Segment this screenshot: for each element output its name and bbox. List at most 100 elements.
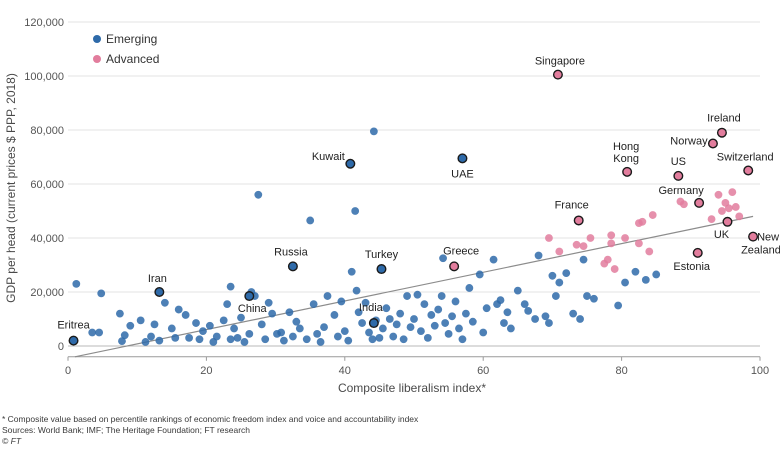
data-point	[375, 334, 384, 342]
y-tick-label: 120,000	[24, 17, 64, 29]
labeled-point-marker	[345, 158, 356, 169]
data-point	[524, 307, 533, 315]
point-label: Iran	[148, 273, 167, 285]
data-point	[437, 292, 446, 300]
data-point	[167, 324, 176, 333]
data-point	[441, 319, 450, 327]
data-point	[718, 207, 726, 215]
point-label: US	[671, 156, 686, 168]
data-point	[212, 332, 221, 341]
data-point	[638, 217, 647, 226]
legend: Emerging Advanced	[93, 32, 159, 66]
data-point	[576, 315, 584, 323]
gridlines	[68, 21, 760, 347]
point-label: Eritrea	[57, 320, 90, 332]
data-point	[347, 267, 356, 276]
data-point	[181, 311, 190, 319]
labeled-point-india: India	[359, 302, 384, 329]
data-point	[545, 319, 553, 327]
point-label: Turkey	[365, 249, 399, 261]
labeled-point-russia: Russia	[274, 246, 309, 272]
data-point	[226, 282, 235, 291]
labeled-point-marker	[573, 215, 584, 226]
data-point	[724, 204, 733, 213]
data-point	[316, 338, 325, 346]
point-label: New Zealand	[741, 232, 780, 257]
data-point	[545, 234, 553, 242]
point-label-line: Hong	[613, 141, 639, 153]
data-point	[572, 240, 581, 249]
data-point	[174, 305, 183, 314]
data-point	[205, 321, 214, 330]
data-point	[520, 300, 529, 309]
data-point	[361, 298, 370, 307]
data-point	[230, 324, 238, 333]
data-point	[120, 331, 129, 340]
point-label: Estonia	[673, 261, 711, 273]
data-point	[403, 292, 411, 300]
data-point	[257, 320, 266, 329]
data-point	[365, 328, 373, 337]
x-tick-label: 100	[751, 365, 769, 377]
data-point	[614, 301, 623, 310]
data-point	[245, 329, 254, 338]
data-point	[185, 334, 194, 342]
data-point	[280, 336, 288, 345]
data-point	[555, 278, 564, 287]
labeled-point-uk: UK	[714, 216, 733, 241]
labeled-point-marker	[692, 247, 703, 258]
labeled-point-marker	[368, 318, 379, 329]
data-point	[731, 203, 740, 211]
y-axis-label: GDP per head (current prices $ PPP, 2018…	[4, 73, 18, 303]
data-point	[150, 320, 159, 329]
data-point	[354, 308, 363, 317]
data-point	[603, 255, 612, 264]
data-point	[590, 294, 598, 303]
point-label: Germany	[658, 185, 704, 197]
data-point	[462, 309, 470, 318]
labeled-point-new-zealand: New Zealand	[741, 231, 780, 257]
point-label: Russia	[274, 246, 309, 258]
x-tick-label: 60	[477, 365, 489, 377]
data-point	[503, 308, 512, 317]
data-point	[468, 317, 477, 326]
data-point	[641, 275, 650, 284]
data-point	[277, 328, 286, 337]
labeled-point-norway: Norway	[670, 136, 718, 149]
labeled-point-marker	[449, 261, 460, 272]
data-point	[97, 289, 106, 298]
credit: © FT	[2, 436, 22, 446]
data-point	[500, 319, 508, 327]
data-point	[413, 290, 422, 299]
point-label: UAE	[451, 168, 474, 180]
labeled-point-france: France	[555, 199, 589, 226]
x-tick-label: 20	[200, 365, 212, 377]
data-point	[439, 254, 447, 263]
labeled-point-marker	[707, 138, 718, 149]
data-point	[448, 312, 456, 321]
labeled-point-eritrea: Eritrea	[57, 320, 91, 346]
data-point	[392, 320, 401, 329]
labeled-point-marker	[244, 291, 255, 302]
point-label: Greece	[443, 245, 479, 257]
series-emerging	[72, 127, 661, 346]
labeled-point-marker	[154, 287, 165, 298]
x-axis-label: Composite liberalism index*	[338, 381, 486, 395]
data-point	[351, 207, 360, 215]
data-point	[458, 335, 467, 344]
point-label: Ireland	[707, 113, 741, 125]
data-point	[147, 332, 155, 341]
labeled-point-hong-kong: Hong Kong	[613, 141, 639, 177]
legend-label: Emerging	[106, 32, 157, 46]
labeled-point-kuwait: Kuwait	[312, 151, 356, 169]
data-point	[330, 311, 339, 319]
data-point	[444, 329, 453, 338]
point-label: Hong Kong	[613, 141, 639, 165]
legend-item-emerging: Emerging	[93, 32, 157, 46]
data-point	[423, 334, 432, 342]
y-axis: 0 20,000 40,000 60,000 80,000 100,000 120,000	[24, 17, 64, 353]
data-point	[399, 335, 408, 344]
data-point	[610, 265, 619, 273]
x-tick-label: 80	[615, 365, 627, 377]
